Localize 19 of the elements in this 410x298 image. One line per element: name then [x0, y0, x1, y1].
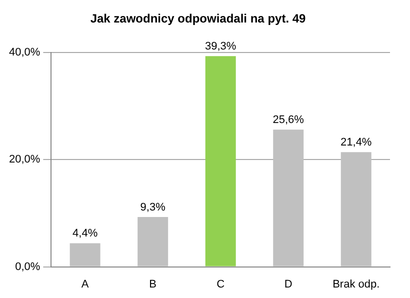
- y-tick-label: 40,0%: [8, 46, 40, 58]
- data-label: 9,3%: [140, 201, 166, 214]
- bar: [138, 216, 168, 266]
- y-tick-label: 20,0%: [8, 154, 40, 166]
- data-label: 39,3%: [204, 40, 236, 53]
- x-tick-label: Brak odp.: [332, 278, 380, 290]
- data-label: 4,4%: [72, 228, 98, 240]
- data-label: 25,6%: [272, 114, 304, 126]
- y-tick-label: 0,0%: [15, 260, 40, 273]
- data-label: 21,4%: [340, 136, 372, 149]
- x-tick-label: A: [81, 278, 90, 290]
- bar: [340, 152, 372, 266]
- bar: [205, 56, 236, 266]
- x-tick-label: D: [284, 278, 292, 290]
- bar: [273, 130, 304, 266]
- chart-title: Jak zawodnicy odpowiadali na pyt. 49: [90, 12, 306, 26]
- bar: [70, 243, 100, 266]
- x-tick-label: C: [216, 278, 225, 290]
- x-tick-label: B: [149, 278, 157, 290]
